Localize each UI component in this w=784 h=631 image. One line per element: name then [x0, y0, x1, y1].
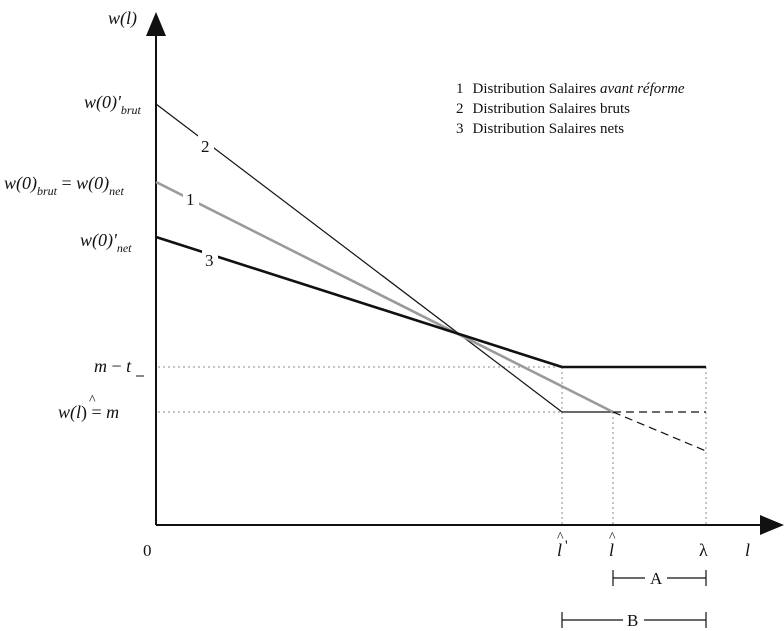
line-3-label: 3	[205, 251, 214, 270]
line-2-label: 2	[201, 137, 210, 156]
y-tick-w-lhat-equals-m: w(l) = m ^	[58, 393, 119, 423]
y-tick-w0-prime-brut: w(0)'brut	[84, 92, 142, 117]
y-tick-w0-prime-net: w(0)'net	[80, 230, 132, 255]
svg-text:l: l	[557, 540, 562, 560]
line-1-label: 1	[186, 190, 195, 209]
y-tick-m-minus-t: m − t	[94, 356, 144, 377]
svg-text:^: ^	[557, 530, 564, 545]
legend-item-3: 3 Distribution Salaires nets	[456, 121, 624, 137]
x-tick-lambda: λ	[699, 540, 708, 560]
x-tick-l-hat: l ^	[609, 530, 616, 560]
y-axis-title: w(l)	[108, 8, 137, 29]
x-tick-l-hat-prime: l ^ '	[557, 530, 568, 560]
svg-text:l: l	[609, 540, 614, 560]
line-1-slope	[155, 180, 614, 414]
y-axis-arrow-icon	[146, 12, 166, 36]
svg-text:': '	[565, 538, 568, 554]
y-tick-w0-brut-equals-net: w(0)brut = w(0)net	[4, 173, 124, 198]
line-2-slope	[155, 103, 563, 413]
line-3-slope	[155, 235, 563, 369]
axes	[146, 12, 784, 535]
x-axis-arrow-icon	[760, 515, 784, 535]
line-2-gross	[155, 103, 706, 413]
origin-label: 0	[143, 541, 152, 560]
line-1-extension-dashed	[612, 411, 707, 452]
legend: 1 Distribution Salaires avant réforme 2 Di…	[456, 81, 685, 137]
svg-text:w(l) = m: w(l) = m	[58, 402, 119, 423]
line-3-net	[155, 235, 706, 369]
bracket-b-label: B	[627, 611, 638, 630]
y-tick-lhat-hat: ^	[89, 393, 96, 408]
svg-text:m − t: m − t	[94, 356, 132, 376]
bracket-a-label: A	[650, 569, 663, 588]
legend-item-2: 2 Distribution Salaires bruts	[456, 101, 630, 117]
svg-text:^: ^	[609, 530, 616, 545]
guide-lines	[158, 366, 707, 525]
bracket-b	[561, 612, 707, 628]
x-axis-title: l	[745, 540, 750, 560]
legend-item-1: 1 Distribution Salaires avant réforme	[456, 81, 685, 97]
bracket-a	[612, 570, 707, 586]
line-1-before-reform	[155, 180, 707, 452]
